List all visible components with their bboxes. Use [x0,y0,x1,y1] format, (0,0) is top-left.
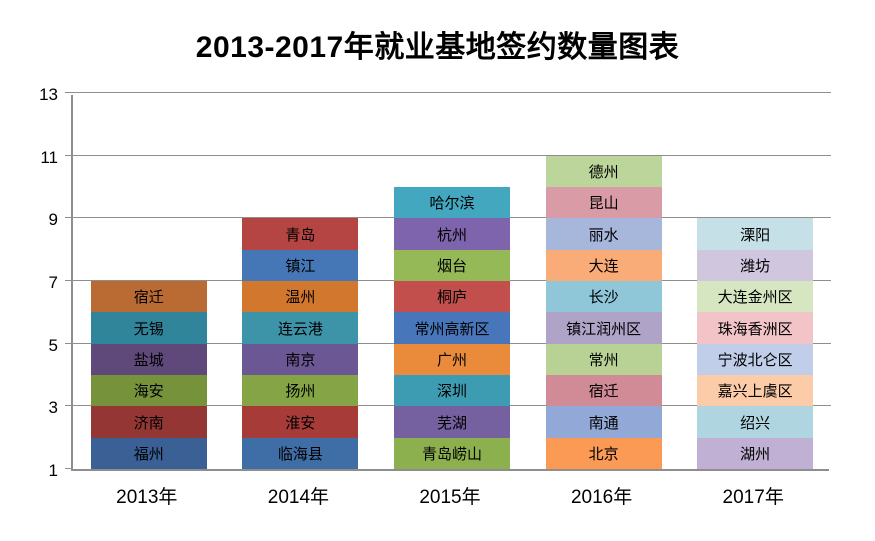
bar-segment-2013年-盐城: 盐城 [90,343,207,376]
bar-segment-2014年-镇江: 镇江 [242,249,359,282]
bar-segment-2014年-南京: 南京 [242,343,359,376]
bar-segment-2015年-芜湖: 芜湖 [394,406,510,438]
bar-segment-2017年-绍兴: 绍兴 [697,406,814,438]
bar-segment-2015年-烟台: 烟台 [394,249,510,282]
bar-segment-2015年-杭州: 杭州 [394,218,510,250]
bar-segment-2016年-大连: 大连 [545,249,662,282]
bar-segment-2013年-无锡: 无锡 [90,312,207,344]
bar-segment-2015年-桐庐: 桐庐 [394,281,510,313]
x-axis-label-2016年: 2016年 [570,487,633,508]
y-tick-3 [65,405,73,407]
chart-title: 2013-2017年就业基地签约数量图表 [195,31,680,64]
bar-segment-2016年-镇江润州区: 镇江润州区 [545,312,662,344]
gridline-y13 [73,92,831,93]
bar-segment-2017年-潍坊: 潍坊 [697,249,814,282]
bar-segment-2017年-珠海香洲区: 珠海香洲区 [697,312,814,344]
bar-segment-2017年-宁波北仑区: 宁波北仑区 [697,343,814,376]
y-axis-label-13: 13 [39,85,58,104]
y-tick-13 [65,92,73,93]
bar-segment-2016年-北京: 北京 [545,437,662,469]
bar-2013年: 福州 济南 海安 盐城 无锡 宿迁 [90,281,207,469]
y-tick-9 [65,217,73,219]
gridline-y11 [73,154,831,156]
x-axis-label-2017年: 2017年 [722,487,784,508]
plot-area: 福州 济南 海安 盐城 无锡 宿迁 临海县 淮安 扬州 南京 连云港 温州 镇江 青岛 青岛崂山 芜湖 深圳 广州… [65,92,831,471]
bar-segment-2014年-温州: 温州 [242,281,359,313]
bar-segment-2014年-青岛: 青岛 [242,218,359,250]
bar-segment-2017年-大连金州区: 大连金州区 [697,281,814,313]
bar-2016年: 北京 南通 宿迁 常州 镇江润州区 长沙 大连 丽水 昆山 德州 [545,155,662,469]
y-tick-7 [65,280,73,281]
bar-segment-2016年-昆山: 昆山 [545,187,662,219]
y-axis-label-7: 7 [48,273,58,292]
y-tick-1 [65,468,73,469]
bar-segment-2013年-海安: 海安 [90,375,207,407]
bar-segment-2013年-济南: 济南 [90,406,207,438]
bar-segment-2014年-临海县: 临海县 [242,437,359,469]
bar-segment-2017年-嘉兴上虞区: 嘉兴上虞区 [697,375,814,407]
bar-segment-2016年-长沙: 长沙 [545,281,662,313]
bar-segment-2016年-德州: 德州 [545,155,662,188]
y-tick-5 [65,342,73,344]
bar-segment-2016年-丽水: 丽水 [545,218,662,250]
x-axis-label-2014年: 2014年 [267,487,330,508]
bar-segment-2014年-连云港: 连云港 [242,312,359,344]
y-axis-label-3: 3 [48,398,58,418]
y-axis-label-1: 1 [48,461,58,480]
x-axis-label-2013年: 2013年 [116,487,178,508]
bar-2014年: 临海县 淮安 扬州 南京 连云港 温州 镇江 青岛 [242,218,359,469]
y-axis-label-9: 9 [48,210,58,230]
bar-segment-2016年-宿迁: 宿迁 [545,375,662,407]
y-tick-11 [65,154,73,156]
y-axis-label-11: 11 [40,147,58,167]
bar-2015年: 青岛崂山 芜湖 深圳 广州 常州高新区 桐庐 烟台 杭州 哈尔滨 [394,187,510,469]
bar-segment-2014年-淮安: 淮安 [242,406,359,438]
x-axis-label-2015年: 2015年 [419,487,481,508]
bar-segment-2013年-宿迁: 宿迁 [90,281,207,313]
bar-segment-2015年-青岛崂山: 青岛崂山 [394,437,510,469]
bar-segment-2014年-扬州: 扬州 [242,375,359,407]
bar-segment-2015年-常州高新区: 常州高新区 [394,312,510,344]
bar-segment-2015年-深圳: 深圳 [394,375,510,407]
bar-segment-2015年-哈尔滨: 哈尔滨 [394,187,510,219]
bar-segment-2017年-湖州: 湖州 [697,437,814,469]
bar-segment-2015年-广州: 广州 [394,343,510,376]
y-axis-label-5: 5 [48,335,58,355]
bar-segment-2016年-常州: 常州 [545,343,662,376]
bar-segment-2013年-福州: 福州 [90,437,207,469]
bar-segment-2016年-南通: 南通 [545,406,662,438]
bar-2017年: 湖州 绍兴 嘉兴上虞区 宁波北仑区 珠海香洲区 大连金州区 潍坊 溧阳 [697,218,814,469]
bar-segment-2017年-溧阳: 溧阳 [697,218,814,250]
